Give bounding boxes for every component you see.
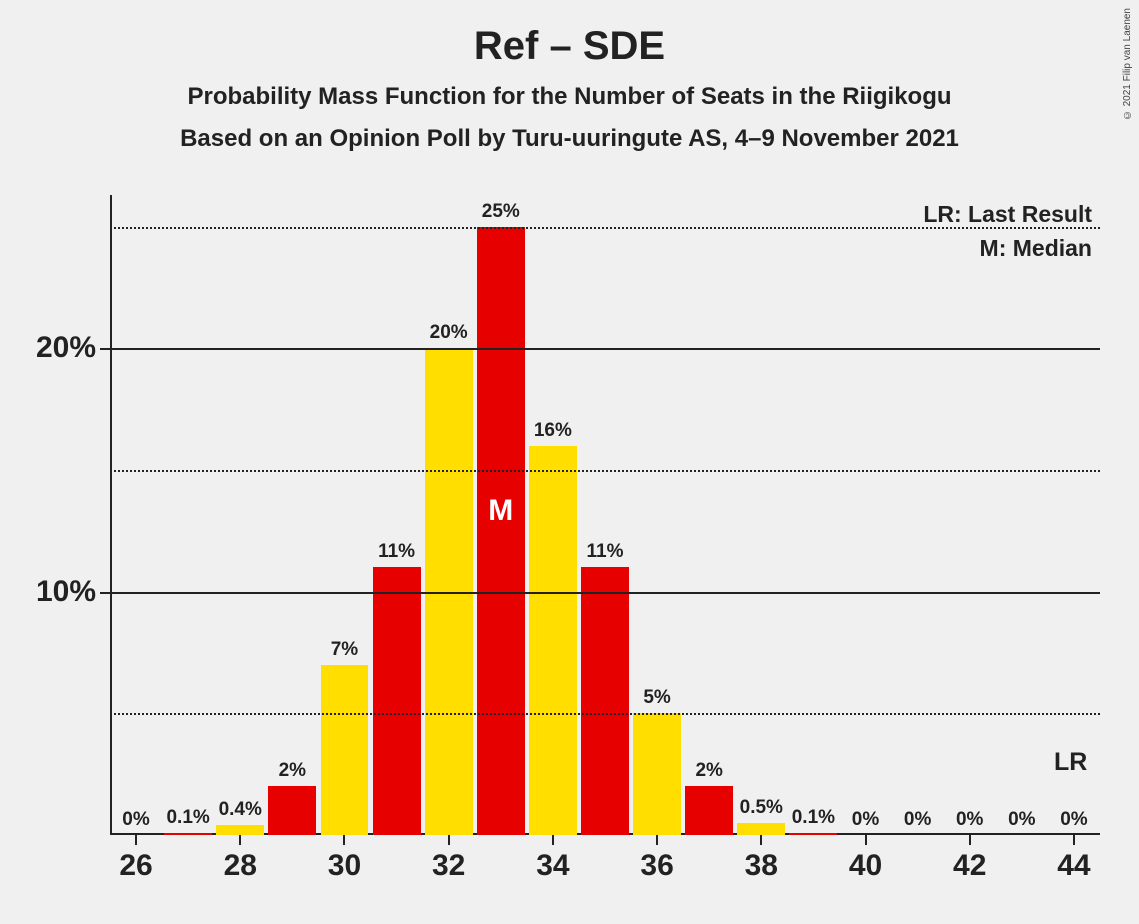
x-tick-mark bbox=[135, 835, 137, 845]
bar: 0.1% bbox=[164, 833, 212, 835]
bars-container: 0%0.1%0.4%2%7%11%20%25%M16%11%5%2%0.5%0.… bbox=[110, 195, 1100, 835]
x-tick-mark bbox=[343, 835, 345, 845]
bar: 2% bbox=[268, 786, 316, 835]
bar-value-label: 0.1% bbox=[166, 807, 209, 833]
chart-subtitle-1: Probability Mass Function for the Number… bbox=[0, 69, 1139, 111]
x-tick-mark bbox=[552, 835, 554, 845]
x-tick-mark bbox=[1073, 835, 1075, 845]
x-tick-mark bbox=[969, 835, 971, 845]
bar: 11% bbox=[373, 567, 421, 835]
bar: 0.1% bbox=[789, 833, 837, 835]
x-tick-mark bbox=[865, 835, 867, 845]
bar-value-label: 0% bbox=[852, 809, 879, 835]
y-tick-label: 10% bbox=[36, 575, 110, 609]
bar: 7% bbox=[321, 665, 369, 835]
bar-value-label: 16% bbox=[534, 420, 572, 446]
bar-value-label: 7% bbox=[331, 639, 358, 665]
chart-plot-area: 0%0.1%0.4%2%7%11%20%25%M16%11%5%2%0.5%0.… bbox=[110, 195, 1100, 835]
bar-value-label: 0.4% bbox=[219, 799, 262, 825]
bar-value-label: 0% bbox=[1060, 809, 1087, 835]
chart-title: Ref – SDE bbox=[0, 0, 1139, 69]
y-tick-label: 20% bbox=[36, 331, 110, 365]
x-tick-mark bbox=[239, 835, 241, 845]
bar-value-label: 11% bbox=[586, 541, 623, 567]
bar: 0.4% bbox=[216, 825, 264, 835]
chart-subtitle-2: Based on an Opinion Poll by Turu-uuringu… bbox=[0, 111, 1139, 153]
bar-value-label: 0% bbox=[956, 809, 983, 835]
lr-marker-label: LR bbox=[1054, 748, 1087, 777]
bar-value-label: 11% bbox=[378, 541, 415, 567]
y-tick-mark bbox=[100, 348, 110, 350]
bar-value-label: 0.1% bbox=[792, 807, 835, 833]
y-tick-mark bbox=[100, 592, 110, 594]
bar: 0.5% bbox=[737, 823, 785, 835]
gridline-solid bbox=[110, 592, 1100, 594]
legend-median: M: Median bbox=[980, 235, 1092, 262]
bar-value-label: 0% bbox=[904, 809, 931, 835]
gridline-dotted bbox=[110, 470, 1100, 472]
x-tick-mark bbox=[448, 835, 450, 845]
bar-value-label: 2% bbox=[695, 760, 722, 786]
bar: 11% bbox=[581, 567, 629, 835]
bar-value-label: 2% bbox=[279, 760, 306, 786]
bar-value-label: 5% bbox=[643, 687, 670, 713]
x-tick-mark bbox=[656, 835, 658, 845]
bar-value-label: 0% bbox=[1008, 809, 1035, 835]
bar-value-label: 0% bbox=[122, 809, 149, 835]
copyright-text: © 2021 Filip van Laenen bbox=[1122, 8, 1133, 120]
bar: 16% bbox=[529, 446, 577, 835]
median-marker: M bbox=[488, 494, 513, 528]
bar: 5% bbox=[633, 713, 681, 835]
bar: 2% bbox=[685, 786, 733, 835]
gridline-solid bbox=[110, 348, 1100, 350]
bar-value-label: 0.5% bbox=[740, 797, 783, 823]
bar-value-label: 20% bbox=[430, 322, 468, 348]
x-tick-mark bbox=[760, 835, 762, 845]
bar-value-label: 25% bbox=[482, 201, 520, 227]
bar: 25%M bbox=[477, 227, 525, 835]
gridline-dotted bbox=[110, 713, 1100, 715]
legend-last-result: LR: Last Result bbox=[923, 201, 1092, 228]
gridline-dotted bbox=[110, 227, 1100, 229]
